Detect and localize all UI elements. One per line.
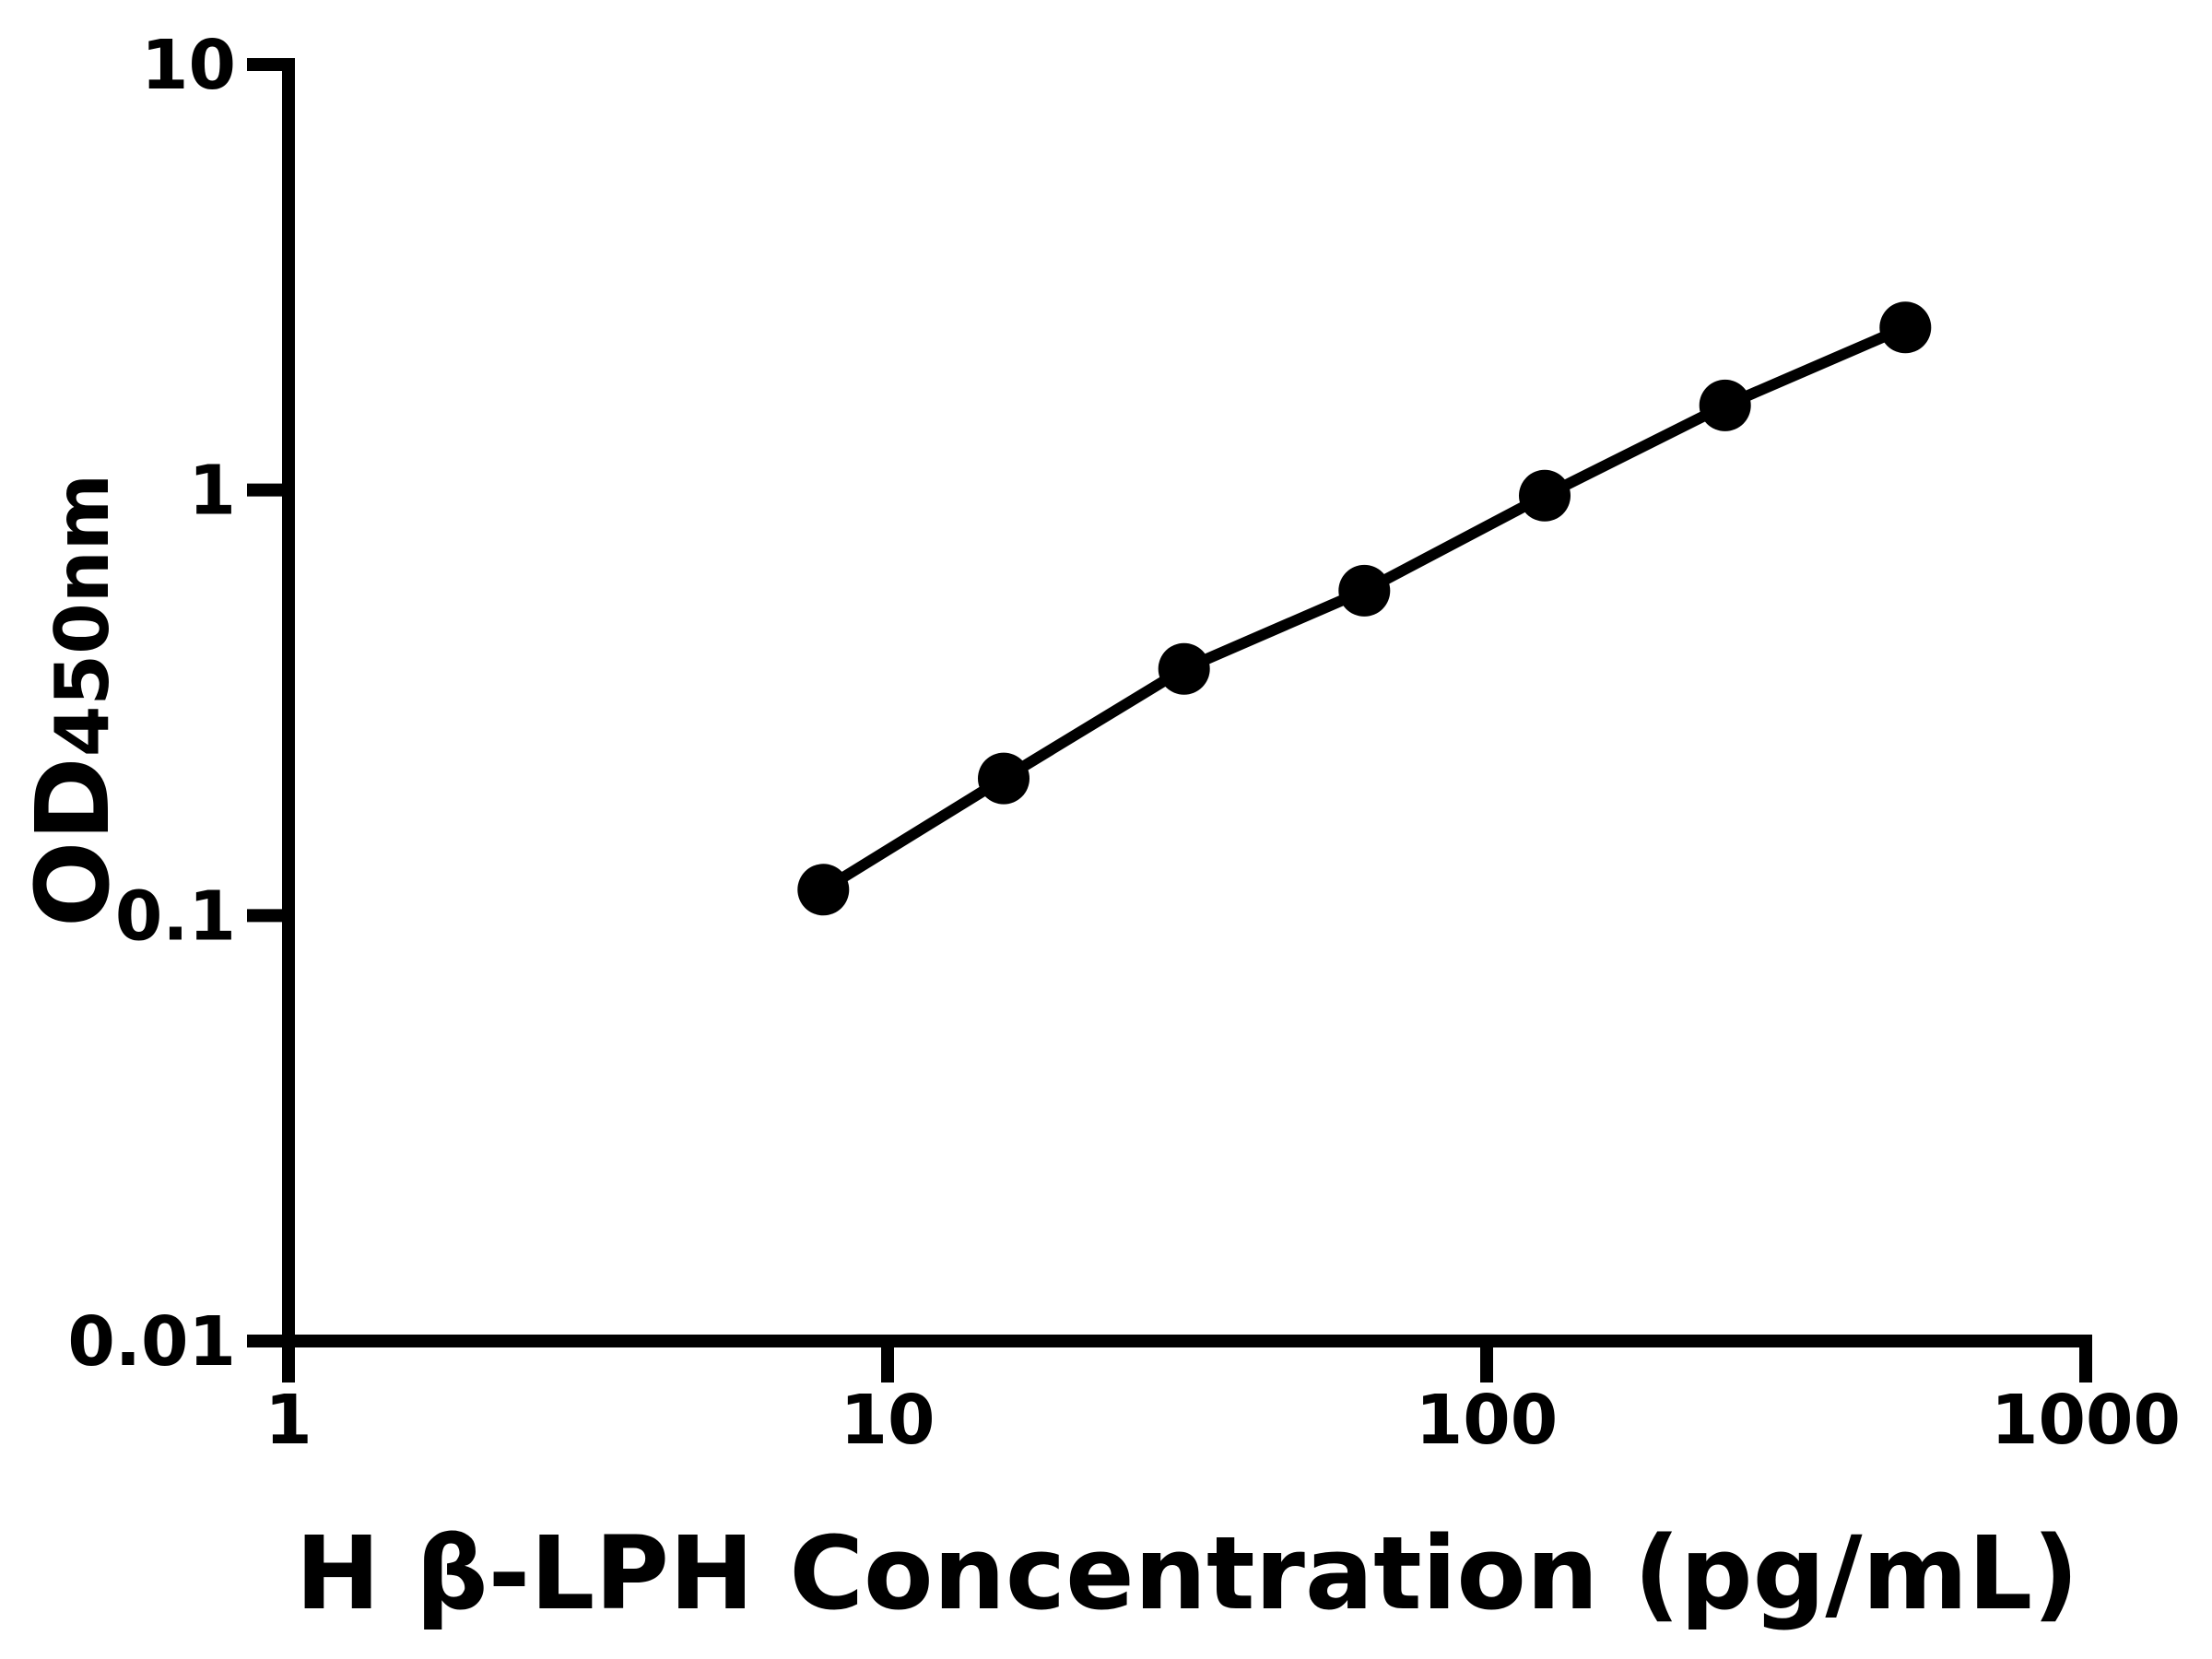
x-axis-title: H β-LPH Concentration (pg/mL) [296,1514,2079,1632]
y-axis-title-text: OD450nm [14,474,132,927]
y-tick-label: 0.01 [67,1302,236,1382]
x-tick-label: 1000 [1991,1381,2181,1460]
data-point-marker [1699,379,1751,431]
y-axis-title: OD450nm [14,474,132,927]
data-point-marker [978,752,1030,805]
x-axis-tick-labels: 1 10 100 1000 [265,1381,2181,1460]
data-point-marker [1879,301,1932,354]
y-axis-tick-labels: 0.01 0.1 1 10 [67,26,236,1382]
x-tick-label: 10 [841,1381,935,1460]
data-point-marker [797,864,850,916]
data-point-marker [1338,564,1391,617]
x-tick-label: 100 [1416,1381,1558,1460]
y-tick-label: 0.1 [115,877,236,956]
axes [247,57,2092,1382]
y-tick-label: 10 [141,26,236,105]
data-point-marker [1158,642,1210,695]
data-point-marker [1519,469,1571,522]
y-tick-label: 1 [189,452,237,531]
data-series [797,301,1932,916]
x-tick-label: 1 [265,1381,312,1460]
